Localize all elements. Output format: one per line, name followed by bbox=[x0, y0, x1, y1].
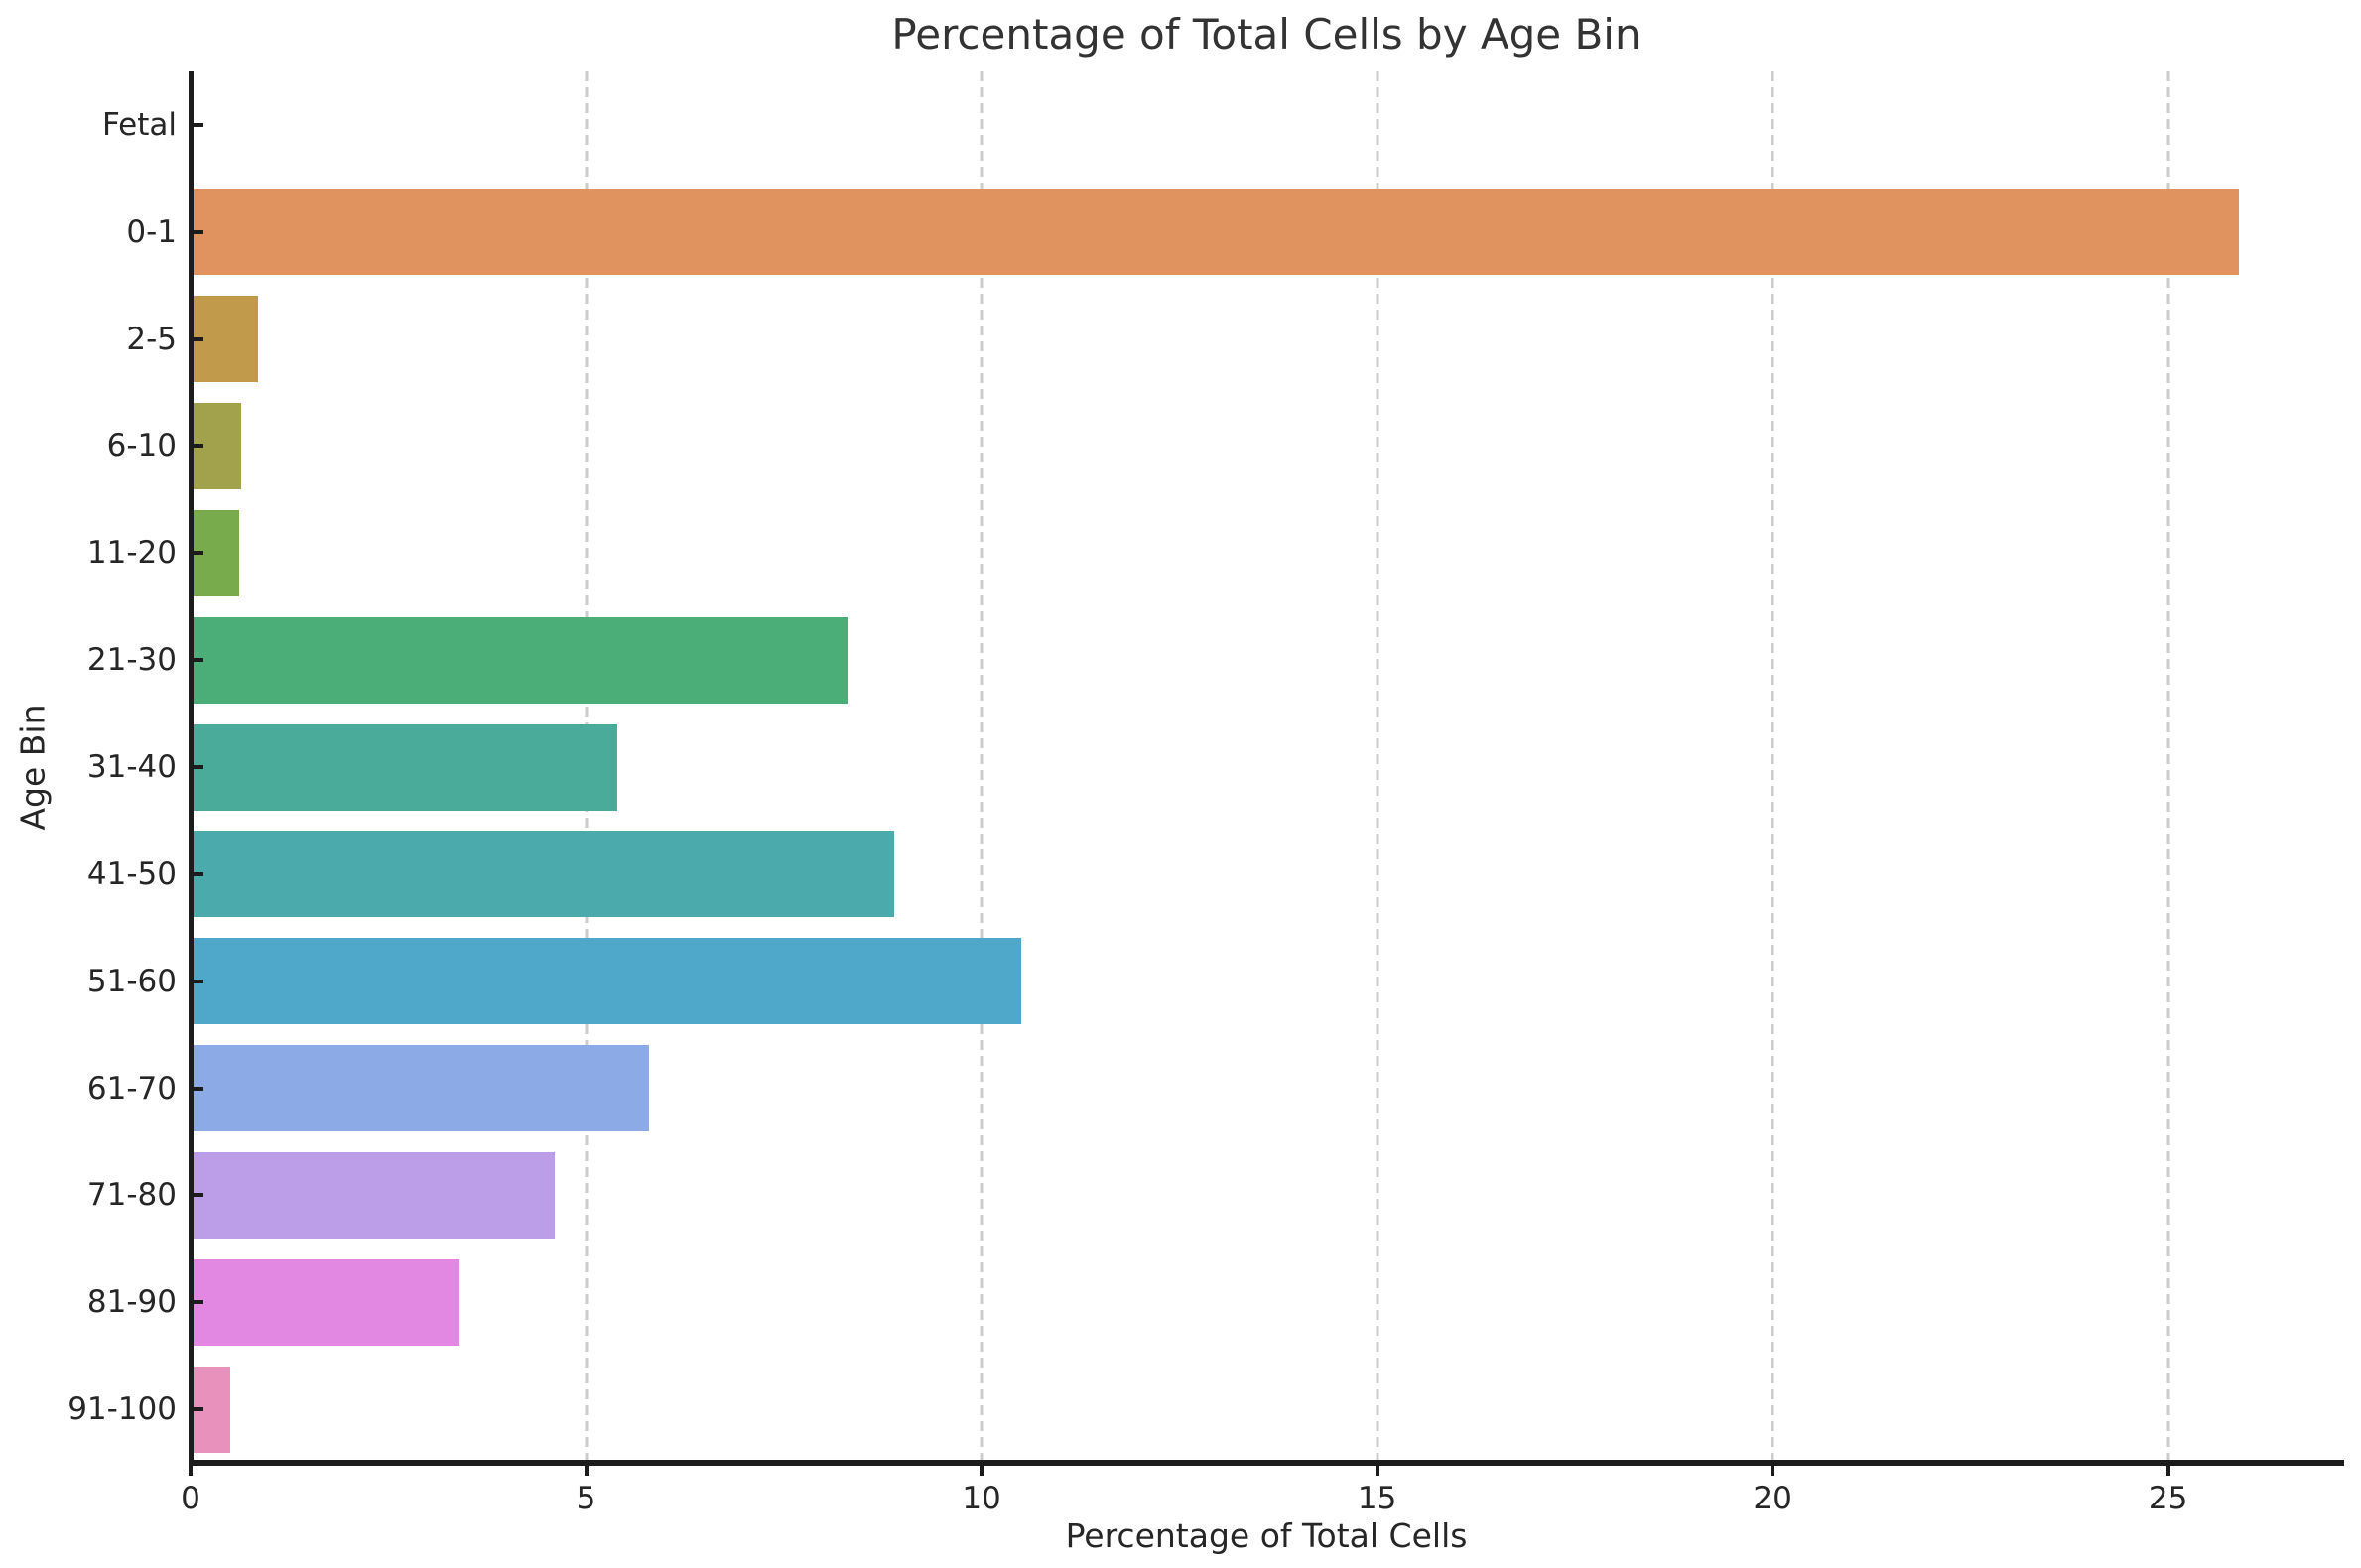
y-tick-mark-11-20 bbox=[191, 551, 203, 556]
y-tick-label-51-60: 51-60 bbox=[86, 963, 177, 999]
y-tick-mark-61-70 bbox=[191, 1086, 203, 1091]
y-tick-mark-21-30 bbox=[191, 658, 203, 663]
y-tick-mark-6-10 bbox=[191, 444, 203, 449]
x-tick-label-5: 5 bbox=[576, 1481, 596, 1516]
plot-area bbox=[189, 71, 2344, 1466]
y-tick-mark-fetal bbox=[191, 122, 203, 127]
gridline-x-20 bbox=[1771, 71, 1774, 1463]
y-tick-mark-2-5 bbox=[191, 336, 203, 341]
bar-81-90 bbox=[191, 1258, 459, 1346]
y-tick-mark-51-60 bbox=[191, 979, 203, 983]
x-tick-label-25: 25 bbox=[2148, 1481, 2188, 1516]
x-tick-mark-0 bbox=[189, 1466, 193, 1476]
y-tick-mark-91-100 bbox=[191, 1407, 203, 1412]
x-tick-mark-25 bbox=[2165, 1466, 2170, 1476]
y-tick-label-11-20: 11-20 bbox=[86, 535, 177, 572]
gridline-x-15 bbox=[1376, 71, 1379, 1463]
x-tick-label-15: 15 bbox=[1357, 1481, 1397, 1516]
y-tick-label-31-40: 31-40 bbox=[86, 749, 177, 785]
bar-41-50 bbox=[191, 831, 895, 918]
bar-51-60 bbox=[191, 938, 1021, 1025]
y-tick-label-91-100: 91-100 bbox=[67, 1391, 177, 1428]
y-tick-mark-31-40 bbox=[191, 765, 203, 769]
x-tick-label-0: 0 bbox=[181, 1481, 200, 1516]
gridline-x-10 bbox=[980, 71, 984, 1463]
bar-71-80 bbox=[191, 1151, 555, 1239]
x-axis-spine bbox=[189, 1460, 2344, 1466]
bar-31-40 bbox=[191, 723, 618, 811]
y-tick-mark-0-1 bbox=[191, 229, 203, 234]
y-tick-label-41-50: 41-50 bbox=[86, 855, 177, 892]
x-tick-mark-5 bbox=[584, 1466, 589, 1476]
x-tick-mark-15 bbox=[1375, 1466, 1379, 1476]
x-tick-label-10: 10 bbox=[962, 1481, 1001, 1516]
chart-title: Percentage of Total Cells by Age Bin bbox=[891, 10, 1641, 59]
bar-21-30 bbox=[191, 616, 848, 704]
x-tick-mark-20 bbox=[1771, 1466, 1775, 1476]
bar-61-70 bbox=[191, 1045, 650, 1132]
y-tick-label-6-10: 6-10 bbox=[106, 428, 177, 464]
y-tick-label-71-80: 71-80 bbox=[86, 1177, 177, 1214]
y-tick-label-2-5: 2-5 bbox=[126, 321, 177, 357]
y-axis-spine bbox=[189, 71, 194, 1466]
x-tick-label-20: 20 bbox=[1753, 1481, 1792, 1516]
y-tick-label-fetal: Fetal bbox=[102, 106, 177, 143]
bar-0-1 bbox=[191, 189, 2240, 276]
x-axis-label: Percentage of Total Cells bbox=[1065, 1516, 1468, 1555]
y-tick-label-0-1: 0-1 bbox=[126, 213, 177, 250]
y-tick-label-21-30: 21-30 bbox=[86, 642, 177, 679]
y-tick-mark-71-80 bbox=[191, 1193, 203, 1198]
y-tick-label-61-70: 61-70 bbox=[86, 1070, 177, 1107]
x-tick-mark-10 bbox=[980, 1466, 984, 1476]
y-tick-label-81-90: 81-90 bbox=[86, 1284, 177, 1321]
gridline-x-25 bbox=[2166, 71, 2170, 1463]
y-tick-mark-81-90 bbox=[191, 1300, 203, 1305]
y-tick-mark-41-50 bbox=[191, 871, 203, 876]
